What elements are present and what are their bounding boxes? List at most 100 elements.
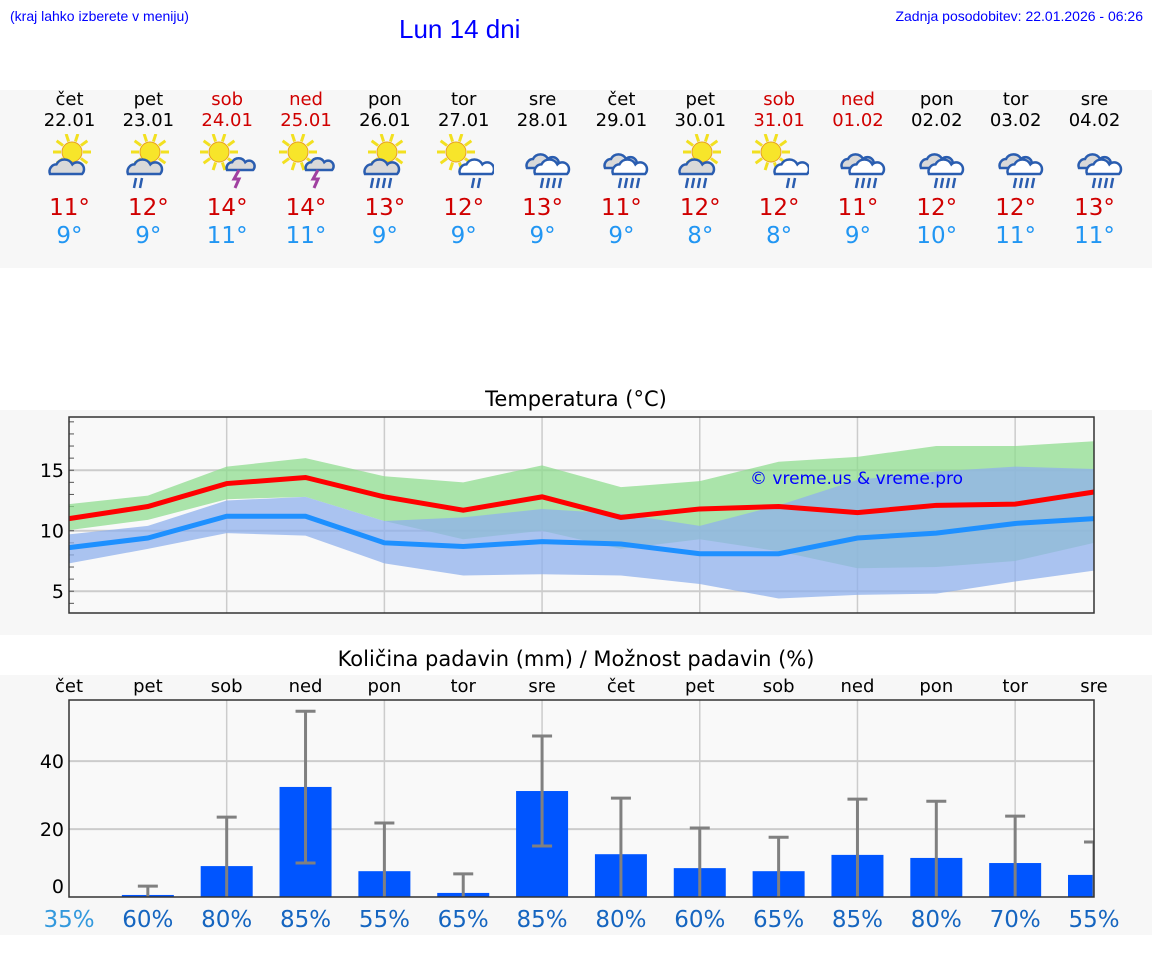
weather-sun-thunder-icon bbox=[188, 132, 267, 194]
weather-sun-white-cloud-rain-icon bbox=[424, 132, 503, 194]
day-label: ned bbox=[289, 676, 323, 697]
day-name: sob bbox=[211, 89, 244, 110]
day-label: sob bbox=[211, 676, 243, 697]
y-tick-label: 20 bbox=[40, 819, 64, 841]
precip-probability: 55% bbox=[359, 907, 410, 933]
max-temp: 11° bbox=[601, 195, 642, 221]
min-temp: 11° bbox=[995, 223, 1037, 249]
day-label: ned bbox=[841, 676, 875, 697]
max-temp: 12° bbox=[127, 195, 169, 221]
day-label: pon bbox=[367, 676, 401, 697]
day-name: pon bbox=[367, 89, 402, 110]
day-label: čet bbox=[55, 676, 83, 697]
day-forecast: ned 25.01 14° 11° bbox=[267, 90, 346, 250]
y-tick-label: 40 bbox=[40, 751, 64, 773]
plot-frame bbox=[68, 699, 1095, 898]
min-temp: 9° bbox=[844, 223, 872, 249]
location-hint: (kraj lahko izberete v meniju) bbox=[10, 8, 189, 24]
min-temp: 11° bbox=[285, 223, 327, 249]
precip-probability: 85% bbox=[517, 907, 568, 933]
day-date: 28.01 bbox=[516, 110, 569, 131]
day-forecast: sre 28.01 13° 9° bbox=[503, 90, 582, 250]
day-date: 03.02 bbox=[989, 110, 1042, 131]
precipitation-title: Količina padavin (mm) / Možnost padavin … bbox=[337, 647, 815, 671]
temperature-chart: 5 10 15 © vreme.us & vreme.pro bbox=[40, 416, 1095, 614]
day-label: pon bbox=[919, 676, 953, 697]
min-temp: 9° bbox=[135, 223, 162, 249]
day-date: 02.02 bbox=[911, 110, 963, 131]
day-date: 27.01 bbox=[437, 110, 490, 131]
day-name: pet bbox=[685, 89, 716, 110]
day-forecast: čet 22.01 11° 9° bbox=[30, 90, 109, 250]
last-updated: Zadnja posodobitev: 22.01.2026 - 06:26 bbox=[895, 8, 1143, 24]
max-temp: 14° bbox=[206, 195, 248, 221]
min-temp: 9° bbox=[450, 223, 477, 249]
max-temp-line bbox=[68, 474, 1095, 522]
day-date: 30.01 bbox=[674, 110, 727, 131]
min-temp: 9° bbox=[608, 223, 635, 249]
day-date: 22.01 bbox=[43, 110, 96, 131]
plot-frame bbox=[68, 416, 1095, 614]
min-temp: 10° bbox=[916, 223, 958, 249]
watermark: © vreme.us & vreme.pro bbox=[750, 469, 963, 489]
min-temp-line bbox=[68, 513, 1095, 557]
precip-probability: 60% bbox=[674, 907, 725, 933]
max-temp: 12° bbox=[443, 195, 485, 221]
precip-probability: 60% bbox=[122, 907, 173, 933]
precip-bar bbox=[1068, 874, 1094, 897]
day-forecast: ned 01.02 11° 9° bbox=[818, 90, 897, 250]
day-forecast: sob 24.01 14° 11° bbox=[188, 90, 267, 250]
min-temp-range-band bbox=[69, 466, 1094, 599]
min-temp: 9° bbox=[56, 223, 83, 249]
weather-cloud-rain-icon bbox=[976, 132, 1055, 194]
weather-sun-cloud-rain-icon bbox=[661, 132, 740, 194]
day-date: 25.01 bbox=[280, 110, 332, 131]
max-temp: 12° bbox=[916, 195, 958, 221]
max-temp: 11° bbox=[49, 195, 90, 221]
day-forecast: pet 30.01 12° 8° bbox=[661, 90, 740, 250]
day-forecast: sre 04.02 13° 11° bbox=[1055, 90, 1134, 250]
weather-sun-cloud-icon bbox=[30, 132, 109, 194]
max-temp: 12° bbox=[995, 195, 1037, 221]
day-date: 01.02 bbox=[832, 110, 884, 131]
day-date: 29.01 bbox=[595, 110, 648, 131]
precip-probability: 65% bbox=[753, 907, 804, 933]
weather-sun-cloud-rain-icon bbox=[345, 132, 424, 194]
y-tick-label: 5 bbox=[52, 581, 64, 603]
day-forecast: tor 03.02 12° 11° bbox=[976, 90, 1055, 250]
max-temp: 14° bbox=[285, 195, 327, 221]
weather-cloud-rain-icon bbox=[503, 132, 582, 194]
day-name: pet bbox=[133, 89, 164, 110]
weather-sun-thunder-icon bbox=[267, 132, 346, 194]
min-temp: 9° bbox=[371, 223, 398, 249]
weather-cloud-rain-icon bbox=[818, 132, 897, 194]
day-label: sre bbox=[1080, 676, 1107, 697]
y-tick-label: 10 bbox=[40, 521, 64, 543]
max-temp: 13° bbox=[364, 195, 406, 221]
precip-probability: 85% bbox=[832, 907, 883, 933]
min-temp: 9° bbox=[529, 223, 556, 249]
min-temp: 8° bbox=[687, 223, 714, 249]
min-temp: 11° bbox=[1074, 223, 1115, 249]
max-temp: 13° bbox=[1074, 195, 1115, 221]
day-label: čet bbox=[607, 676, 635, 697]
day-label: sob bbox=[763, 676, 795, 697]
day-label: tor bbox=[1002, 676, 1028, 697]
y-tick-label: 0 bbox=[52, 876, 64, 898]
precip-probability: 35% bbox=[43, 907, 94, 933]
page-title: Lun 14 dni bbox=[399, 14, 521, 44]
weather-sun-white-cloud-rain-icon bbox=[740, 132, 819, 194]
precipitation-chart: čet pet sob ned pon tor sre čet pet sob ned pon tor s… bbox=[40, 676, 1120, 933]
max-temp: 12° bbox=[679, 195, 721, 221]
day-forecast: pet 23.01 12° 9° bbox=[109, 90, 188, 250]
daily-forecast-strip: čet 22.01 11° 9° pet 23.01 12° 9° sob 24.0… bbox=[0, 90, 1152, 268]
precip-probability: 80% bbox=[201, 907, 252, 933]
day-forecast: čet 29.01 11° 9° bbox=[582, 90, 661, 250]
precip-probability: 70% bbox=[990, 907, 1041, 933]
weather-cloud-rain-icon bbox=[582, 132, 661, 194]
day-date: 23.01 bbox=[122, 110, 175, 131]
precip-probability: 80% bbox=[595, 907, 646, 933]
y-tick-label: 15 bbox=[40, 460, 64, 482]
weather-cloud-rain-icon bbox=[1055, 132, 1134, 194]
day-label: sre bbox=[528, 676, 555, 697]
